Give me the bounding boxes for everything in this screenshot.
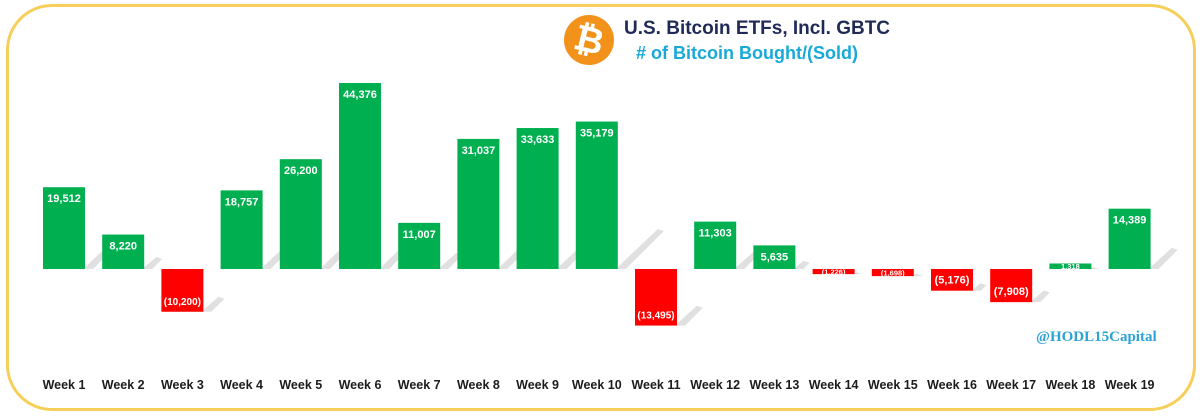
bar-week-5 <box>279 159 322 269</box>
x-axis-tick-labels: Week 1 Week 2 Week 3 Week 4 Week 5 Week 6 Week… <box>43 378 1155 392</box>
watermark: @HODL15Capital <box>1036 329 1157 345</box>
data-label-week-11: (13,495) <box>637 311 674 322</box>
data-label-week-14: (1,226) <box>822 268 846 277</box>
data-label-week-15: (1,698) <box>881 269 905 278</box>
chart-title-block: ₿ U.S. Bitcoin ETFs, Incl. GBTC # of Bit… <box>558 9 890 72</box>
bar-week-11 <box>635 269 677 326</box>
x-tick-label-week-3: Week 3 <box>161 378 204 392</box>
bitcoin-logo-glyph: ₿ <box>569 17 609 64</box>
bar-week-10 <box>575 121 618 269</box>
x-tick-label-week-7: Week 7 <box>398 378 441 392</box>
bar-week-6 <box>339 83 381 269</box>
x-tick-label-week-4: Week 4 <box>220 378 263 392</box>
data-label-week-4: 18,757 <box>225 196 259 208</box>
bar-week-13 <box>753 245 796 269</box>
bar-week-18 <box>1049 263 1092 269</box>
bar-week-19 <box>1108 208 1151 269</box>
data-label-week-17: (7,908) <box>994 286 1029 298</box>
bar-shadow-7 <box>438 252 463 269</box>
x-tick-label-week-5: Week 5 <box>279 378 322 392</box>
bar-series <box>43 83 1151 326</box>
bar-shadow-13 <box>793 260 810 269</box>
bar-week-15 <box>871 269 914 277</box>
bar-shadow-12 <box>734 252 759 269</box>
data-label-week-8: 31,037 <box>462 145 496 157</box>
x-tick-label-week-10: Week 10 <box>572 378 622 392</box>
bar-week-3 <box>161 269 204 312</box>
data-label-week-7: 11,007 <box>403 229 436 241</box>
x-tick-label-week-12: Week 12 <box>690 378 740 392</box>
data-label-week-18: 1,318 <box>1061 262 1080 271</box>
bar-week-1 <box>43 187 85 269</box>
x-tick-label-week-2: Week 2 <box>102 378 145 392</box>
x-tick-label-week-17: Week 17 <box>986 378 1036 392</box>
x-tick-label-week-8: Week 8 <box>457 378 500 392</box>
data-label-week-10: 35,179 <box>580 128 614 140</box>
bar-week-2 <box>102 234 145 269</box>
chart-subtitle: # of Bitcoin Bought/(Sold) <box>636 43 858 63</box>
bar-shadow-15 <box>911 273 923 277</box>
data-label-week-19: 14,389 <box>1113 215 1147 227</box>
data-label-week-12: 11,303 <box>699 228 732 240</box>
bar-week-12 <box>694 221 737 269</box>
bar-shadow-17 <box>1030 290 1050 303</box>
data-label-week-3: (10,200) <box>164 297 201 308</box>
x-tick-label-week-15: Week 15 <box>868 378 918 392</box>
x-tick-label-week-6: Week 6 <box>339 378 382 392</box>
x-tick-label-week-13: Week 13 <box>749 378 799 392</box>
x-tick-label-week-1: Week 1 <box>43 378 86 392</box>
bar-week-14 <box>812 269 855 275</box>
x-tick-label-week-11: Week 11 <box>631 378 680 392</box>
x-tick-label-week-14: Week 14 <box>809 378 859 392</box>
data-labels: 19,512 8,220 (10,200) 18,757 26,200 44,376 11,… <box>47 89 1146 322</box>
data-label-week-6: 44,376 <box>343 89 377 101</box>
bar-shadow-18 <box>1089 267 1100 270</box>
data-label-week-1: 19,512 <box>47 193 81 205</box>
bar-shadow-2 <box>142 256 163 269</box>
x-tick-label-week-16: Week 16 <box>927 378 977 392</box>
bar-week-7 <box>398 222 441 269</box>
bar-shadow-19 <box>1148 247 1178 269</box>
chart-title: U.S. Bitcoin ETFs, Incl. GBTC <box>624 18 891 39</box>
bar-shadow-14 <box>852 272 863 275</box>
bar-week-17 <box>990 269 1033 303</box>
bitcoin-logo-icon: ₿ <box>558 9 620 71</box>
bar-week-16 <box>931 269 973 291</box>
bar-week-9 <box>516 128 559 269</box>
data-label-week-5: 26,200 <box>284 165 318 177</box>
bar-week-8 <box>457 138 500 269</box>
data-label-week-9: 33,633 <box>521 134 555 146</box>
x-tick-label-week-9: Week 9 <box>516 378 559 392</box>
data-label-week-16: (5,176) <box>935 275 970 287</box>
data-label-week-2: 8,220 <box>109 241 137 253</box>
x-tick-label-week-18: Week 18 <box>1045 378 1095 392</box>
bar-shadow-3 <box>201 296 225 312</box>
bar-shadow-10 <box>615 229 664 269</box>
bar-shadow-11 <box>675 305 703 326</box>
x-tick-label-week-19: Week 19 <box>1105 378 1155 392</box>
data-label-week-13: 5,635 <box>761 251 789 263</box>
bar-week-4 <box>220 190 263 269</box>
bar-shadow-16 <box>971 283 987 291</box>
